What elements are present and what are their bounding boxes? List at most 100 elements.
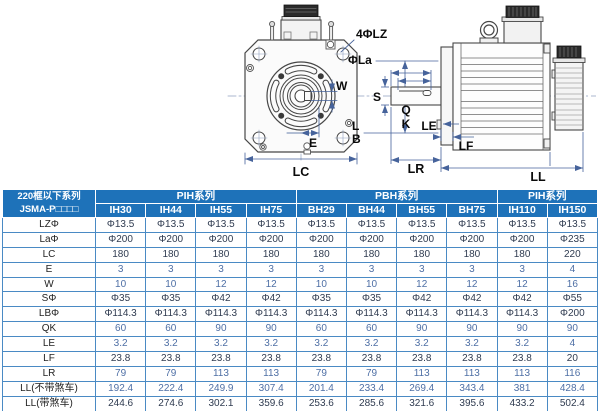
body-ribs (460, 43, 544, 150)
dimension-row-label: W (2, 276, 96, 293)
shaft-side (390, 86, 442, 106)
table-row: LF 23.8 23.8 23.8 23.8 23.8 23.8 23.8 23.8 23.8 20 (2, 351, 599, 367)
spec-value-cell: 244.6 (94, 395, 147, 411)
spec-value-cell: 60 (145, 321, 197, 338)
spec-value-cell: Φ114.3 (345, 306, 398, 323)
spec-value-cell: 3.2 (295, 336, 347, 353)
hole-center-marks (250, 45, 352, 147)
model-header: BH55 (396, 203, 448, 218)
motor-dimension-drawing: LC E W 4ΦLZ ΦLa L B (227, 4, 596, 184)
table-row: LE 3.2 3.2 3.2 3.2 3.2 3.2 3.2 3.2 3.2 4 (2, 336, 599, 353)
spec-value-cell: 180 (195, 246, 247, 263)
spec-value-cell: Φ13.5 (145, 217, 197, 233)
dim-label-w: W (336, 79, 348, 93)
model-header: IH55 (195, 203, 247, 218)
table-row: LBΦ Φ114.3 Φ114.3 Φ114.3 Φ114.3 Φ114.3 Φ114.3 Φ… (2, 306, 599, 323)
series-group-header: PIH系列 (95, 189, 297, 204)
spec-value-cell: 90 (446, 321, 498, 338)
connector-cap-striped (505, 5, 540, 18)
connector-cap-striped (556, 45, 582, 59)
table-row: LZΦ Φ13.5 Φ13.5 Φ13.5 Φ13.5 Φ13.5 Φ13.5 Φ13.5 Φ1… (2, 217, 599, 233)
group-header-row: 220框以下系列 JSMA-P□□□□ PIH系列 PBH系列 PIH系列 (2, 189, 598, 218)
spec-value-cell: 220 (546, 246, 599, 263)
model-header: BH44 (345, 203, 398, 218)
spec-value-cell: 395.6 (446, 395, 498, 411)
spec-value-cell: Φ42 (446, 291, 498, 308)
dim-label-lb-b: B (352, 132, 361, 146)
spec-value-cell: Φ114.3 (446, 306, 498, 323)
dim-label-q: Q (401, 103, 410, 117)
spec-value-cell: 3.2 (94, 336, 147, 353)
dim-label-lc: LC (293, 165, 310, 179)
dim-label-lb-l: L (352, 119, 359, 133)
spec-value-cell: 60 (295, 321, 347, 338)
spec-value-cell: 10 (94, 276, 147, 293)
spec-value-cell: 3 (145, 261, 197, 278)
spec-value-cell: Φ13.5 (94, 217, 147, 233)
motor-body (452, 42, 551, 151)
dimension-row-label: LF (2, 351, 96, 367)
spec-value-cell: 23.8 (145, 351, 197, 367)
spec-value-cell: 10 (145, 276, 197, 293)
spec-value-cell: 113 (496, 365, 548, 382)
dim-label-e: E (309, 136, 317, 150)
spec-value-cell: Φ13.5 (496, 217, 548, 233)
bolt-screws (278, 73, 324, 119)
spec-value-cell: 23.8 (345, 351, 398, 367)
spec-value-cell: Φ200 (295, 231, 347, 248)
spec-value-cell: 113 (245, 365, 297, 382)
spec-value-cell: Φ114.3 (195, 306, 247, 323)
spec-value-cell: Φ13.5 (345, 217, 398, 233)
spec-value-cell: 3.2 (496, 336, 548, 353)
spec-value-cell: 90 (245, 321, 297, 338)
eyebolt (479, 20, 499, 44)
spec-value-cell: Φ35 (345, 291, 398, 308)
spec-value-cell: Φ200 (396, 231, 448, 248)
dim-label-ll: LL (530, 170, 546, 184)
spec-value-cell: Φ235 (546, 231, 599, 248)
spec-value-cell: 274.6 (145, 395, 197, 411)
spec-value-cell: 79 (145, 365, 197, 382)
spec-value-cell: 90 (396, 321, 448, 338)
model-header: IH150 (546, 203, 599, 218)
spec-value-cell: 20 (546, 351, 599, 367)
dimension-row-label: LE (2, 336, 96, 353)
spec-value-cell: Φ200 (145, 231, 197, 248)
spec-value-cell: 4 (546, 261, 599, 278)
spec-table: 220框以下系列 JSMA-P□□□□ PIH系列 PBH系列 PIH系列 IH30… (2, 189, 599, 411)
spec-value-cell: 23.8 (195, 351, 247, 367)
corner-header-line2: JSMA-P□□□□ (19, 203, 79, 215)
spec-value-cell: 3 (195, 261, 247, 278)
front-connector (280, 4, 322, 41)
spec-value-cell: Φ35 (145, 291, 197, 308)
connector-cap-striped (283, 4, 319, 17)
spec-value-cell: 3 (295, 261, 347, 278)
front-dimensions (244, 39, 439, 165)
spec-value-cell: 79 (94, 365, 147, 382)
table-row: LC 180 180 180 180 180 180 180 180 180 220 (2, 246, 599, 263)
series-group-header: PBH系列 (295, 189, 498, 204)
table-row: LL(不带煞车) 192.4 222.4 249.9 307.4 201.4 233.4 26… (2, 380, 599, 397)
spec-value-cell: 90 (496, 321, 548, 338)
spec-table-body: LZΦ Φ13.5 Φ13.5 Φ13.5 Φ13.5 Φ13.5 Φ13.5 Φ13.5 Φ1… (2, 217, 599, 411)
dimension-row-label: LL(不带煞车) (2, 380, 96, 397)
spec-value-cell: 285.6 (345, 395, 398, 411)
spec-value-cell: 10 (345, 276, 398, 293)
table-row: QK 60 60 90 90 60 60 90 90 90 90 (2, 321, 599, 338)
spec-value-cell: Φ200 (245, 231, 297, 248)
spec-value-cell: Φ35 (94, 291, 147, 308)
flange-plate (440, 46, 454, 146)
spec-value-cell: 3.2 (195, 336, 247, 353)
flange-boss (436, 119, 442, 130)
spec-value-cell: 502.4 (546, 395, 599, 411)
side-view: S Q K LE LF LR LL (373, 5, 596, 184)
dimension-row-label: LR (2, 365, 96, 382)
spec-value-cell: 3 (94, 261, 147, 278)
spec-value-cell: 3.2 (245, 336, 297, 353)
spec-value-cell: 180 (396, 246, 448, 263)
model-header: IH110 (496, 203, 548, 218)
spec-value-cell: 23.8 (446, 351, 498, 367)
spec-value-cell: Φ42 (245, 291, 297, 308)
